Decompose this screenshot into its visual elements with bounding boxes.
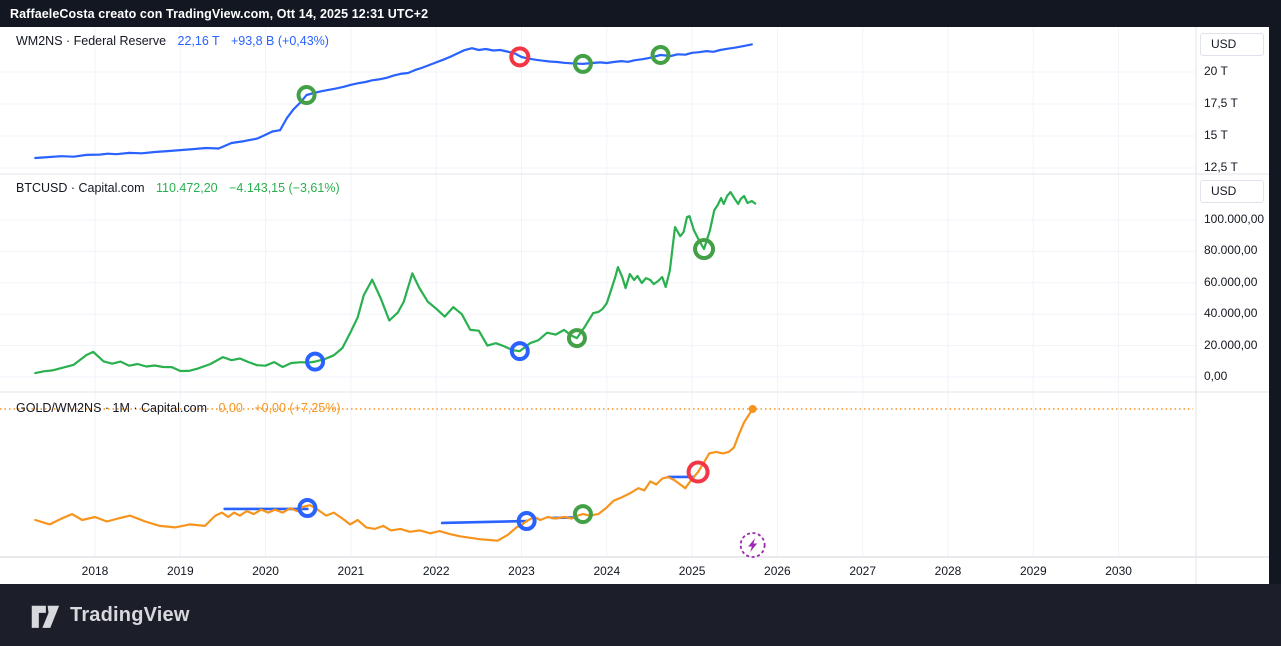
trendline[interactable] <box>440 519 528 525</box>
trade-marker-ring[interactable] <box>509 341 530 362</box>
price-scale-gold-wm2ns[interactable] <box>1196 392 1269 557</box>
currency-button-wm2ns[interactable]: USD <box>1200 33 1264 56</box>
lightning-icon <box>748 538 758 553</box>
footer-bar: TradingView <box>0 584 1281 646</box>
year-label: 2026 <box>764 564 791 578</box>
series-line <box>34 407 754 542</box>
legend-btcusd-change: −4.143,15 (−3,61%) <box>229 181 340 195</box>
trade-marker-ring[interactable] <box>693 238 716 261</box>
attribution-bar: RaffaeleCosta creato con TradingView.com… <box>0 0 1281 27</box>
year-label: 2021 <box>337 564 365 578</box>
legend-gold-wm2ns[interactable]: GOLD/WM2NS · 1M · Capital.com 0,00 +0,00… <box>16 401 341 415</box>
year-label: 2018 <box>81 564 109 578</box>
price-tick-label: 20.000,00 <box>1204 337 1258 352</box>
year-label: 2030 <box>1105 564 1132 578</box>
price-tick-label: 80.000,00 <box>1204 243 1258 258</box>
trade-marker-ring[interactable] <box>572 504 593 525</box>
legend-btcusd[interactable]: BTCUSD · Capital.com 110.472,20 −4.143,1… <box>16 181 340 195</box>
legend-wm2ns-value: 22,16 T <box>177 34 220 48</box>
legend-btcusd-value: 110.472,20 <box>155 181 218 195</box>
pane-btcusd[interactable] <box>0 174 1196 392</box>
series-line <box>34 191 757 375</box>
time-axis[interactable]: 2018 2019 2020 2021 2022 2023 2024 2025 2026 2027… <box>0 557 1196 584</box>
year-label: 2029 <box>1019 564 1047 578</box>
year-label: 2022 <box>422 564 450 578</box>
price-tick-label: 40.000,00 <box>1204 306 1258 321</box>
year-label: 2023 <box>508 564 535 578</box>
pane-wm2ns[interactable] <box>0 27 1196 174</box>
trade-marker-ring[interactable] <box>305 351 326 372</box>
trade-marker-ring[interactable] <box>516 511 537 532</box>
currency-button-btcusd[interactable]: USD <box>1200 180 1264 203</box>
legend-gold-wm2ns-symbol: GOLD/WM2NS · 1M · Capital.com <box>16 401 208 415</box>
event-circle[interactable] <box>739 532 766 558</box>
trade-marker-ring[interactable] <box>566 328 587 349</box>
legend-btcusd-symbol: BTCUSD · Capital.com <box>16 181 145 195</box>
price-tick-label: 15 T <box>1204 128 1228 142</box>
tradingview-logo-icon <box>30 602 60 629</box>
pane-gold-wm2ns[interactable] <box>0 392 1196 557</box>
right-frame-strip <box>1269 27 1281 584</box>
price-tick-label: 17,5 T <box>1204 96 1238 110</box>
legend-gold-wm2ns-change: +0,00 (+7,25%) <box>254 401 341 415</box>
trade-marker-ring[interactable] <box>686 460 710 484</box>
trade-marker-ring[interactable] <box>297 498 318 519</box>
trade-marker-ring[interactable] <box>572 53 593 74</box>
series-line <box>34 43 753 160</box>
year-label: 2025 <box>678 564 706 578</box>
year-label: 2020 <box>252 564 279 578</box>
year-label: 2019 <box>166 564 194 578</box>
price-tick-label: 100.000,00 <box>1204 212 1265 226</box>
trade-marker-ring[interactable] <box>509 46 531 68</box>
year-label: 2027 <box>849 564 877 578</box>
trade-marker-ring[interactable] <box>650 44 671 65</box>
last-value-dot <box>748 405 757 413</box>
attribution-text: RaffaeleCosta creato con TradingView.com… <box>10 6 429 21</box>
price-tick-label: 0,00 <box>1204 369 1228 383</box>
trade-marker-ring[interactable] <box>296 85 317 106</box>
year-label: 2028 <box>934 564 962 578</box>
legend-wm2ns-change: +93,8 B (+0,43%) <box>230 34 329 48</box>
price-tick-label: 12,5 T <box>1204 160 1238 174</box>
legend-wm2ns[interactable]: WM2NS · Federal Reserve 22,16 T +93,8 B … <box>16 34 329 48</box>
tradingview-brand-text: TradingView <box>70 603 190 626</box>
price-tick-label: 20 T <box>1204 64 1228 78</box>
legend-gold-wm2ns-value: 0,00 <box>218 401 243 415</box>
year-label: 2024 <box>593 564 621 578</box>
legend-wm2ns-symbol: WM2NS · Federal Reserve <box>16 34 167 48</box>
price-tick-label: 60.000,00 <box>1204 274 1258 289</box>
